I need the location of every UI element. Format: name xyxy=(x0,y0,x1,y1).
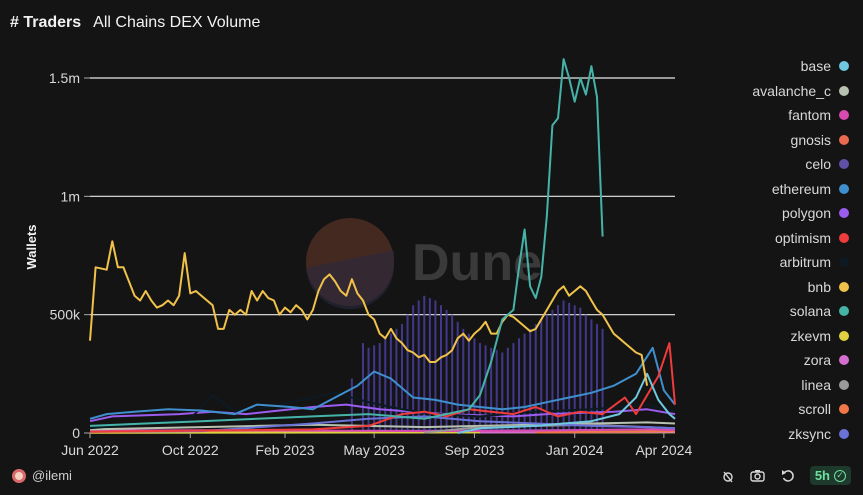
x-tick-label: Sep 2023 xyxy=(444,442,504,458)
legend-item-zkevm[interactable]: zkevm xyxy=(699,324,849,349)
legend-swatch xyxy=(839,355,849,366)
legend-swatch xyxy=(839,134,849,145)
series-line-optimism xyxy=(89,342,676,433)
legend-item-gnosis[interactable]: gnosis xyxy=(699,128,849,153)
x-tick-label: Jun 2022 xyxy=(61,442,119,458)
watermark: Dune xyxy=(306,218,542,310)
series-line-zksync xyxy=(89,415,676,433)
author-name: @ilemi xyxy=(32,468,72,483)
legend-item-arbitrum[interactable]: arbitrum xyxy=(699,250,849,275)
legend-label: zora xyxy=(803,352,831,369)
legend-label: linea xyxy=(801,376,831,393)
legend-label: fantom xyxy=(788,107,831,124)
legend-item-zksync[interactable]: zksync xyxy=(699,422,849,447)
series-line-base xyxy=(457,372,676,434)
legend-swatch xyxy=(839,61,849,72)
check-circle-icon: ✓ xyxy=(834,469,846,482)
legend-label: base xyxy=(800,58,831,75)
legend-item-zora[interactable]: zora xyxy=(699,348,849,373)
legend-label: solana xyxy=(789,303,831,320)
legend-swatch xyxy=(839,159,849,170)
y-tick-label: 1m xyxy=(61,188,80,204)
legend-swatch xyxy=(839,281,849,292)
legend-swatch xyxy=(839,404,849,415)
series-line-arbitrum xyxy=(89,391,676,430)
legend-swatch xyxy=(839,257,849,268)
legend-label: zkevm xyxy=(790,327,831,344)
legend-item-celo[interactable]: celo xyxy=(699,152,849,177)
legend-label: zksync xyxy=(788,425,831,442)
legend-swatch xyxy=(839,208,849,219)
x-tick-label: Feb 2023 xyxy=(255,442,314,458)
legend-item-solana[interactable]: solana xyxy=(699,299,849,324)
series-line-bnb xyxy=(89,240,649,386)
legend-item-linea[interactable]: linea xyxy=(699,373,849,398)
legend-swatch xyxy=(839,110,849,121)
legend-item-avalanche_c[interactable]: avalanche_c xyxy=(699,79,849,104)
legend-swatch xyxy=(839,306,849,317)
legend-item-base[interactable]: base xyxy=(699,54,849,79)
chart-subtitle: All Chains DEX Volume xyxy=(93,14,261,31)
x-tick-label: Jan 2024 xyxy=(546,442,604,458)
footer-actions: 5h ✓ xyxy=(720,466,851,485)
legend-label: scroll xyxy=(798,401,831,418)
legend-label: optimism xyxy=(774,229,831,246)
series-line-ethereum xyxy=(89,346,676,420)
legend-swatch xyxy=(839,428,849,439)
legend-label: bnb xyxy=(807,278,831,295)
legend-item-scroll[interactable]: scroll xyxy=(699,397,849,422)
series-line-scroll xyxy=(535,430,676,434)
x-tick-label: May 2023 xyxy=(343,442,405,458)
legend-label: ethereum xyxy=(771,180,831,197)
legend-item-fantom[interactable]: fantom xyxy=(699,103,849,128)
refresh-status-badge[interactable]: 5h ✓ xyxy=(809,466,851,485)
legend-label: polygon xyxy=(781,205,831,222)
x-tick-label: Apr 2024 xyxy=(635,442,692,458)
chart-title: # Traders xyxy=(10,14,82,31)
legend-label: avalanche_c xyxy=(752,82,831,99)
series-line-polygon xyxy=(89,403,676,423)
footer-author[interactable]: @ilemi xyxy=(12,468,72,483)
x-tick-label: Oct 2022 xyxy=(162,442,219,458)
legend-item-ethereum[interactable]: ethereum xyxy=(699,177,849,202)
legend-label: celo xyxy=(805,156,831,173)
title-row: # Traders All Chains DEX Volume xyxy=(10,12,260,34)
watermark-logo-shade xyxy=(306,250,395,310)
camera-icon[interactable] xyxy=(750,468,766,484)
legend-swatch xyxy=(839,330,849,341)
series-line-solana xyxy=(89,58,604,427)
series-line-avalanche_c xyxy=(89,421,676,431)
refresh-interval: 5h xyxy=(814,468,830,483)
y-axis-label: Wallets xyxy=(24,224,39,269)
legend-item-polygon[interactable]: polygon xyxy=(699,201,849,226)
avatar xyxy=(12,468,26,483)
legend-swatch xyxy=(839,379,849,390)
y-tick-label: 0 xyxy=(72,425,80,441)
legend-label: gnosis xyxy=(790,131,831,148)
legend-item-optimism[interactable]: optimism xyxy=(699,226,849,251)
legend-label: arbitrum xyxy=(779,254,831,271)
y-tick-label: 500k xyxy=(50,307,81,323)
bug-icon[interactable] xyxy=(720,468,736,484)
y-tick-label: 1.5m xyxy=(49,70,80,86)
refresh-icon[interactable] xyxy=(780,468,796,484)
legend-swatch xyxy=(839,183,849,194)
legend-swatch xyxy=(839,232,849,243)
legend-swatch xyxy=(839,85,849,96)
legend-item-bnb[interactable]: bnb xyxy=(699,275,849,300)
